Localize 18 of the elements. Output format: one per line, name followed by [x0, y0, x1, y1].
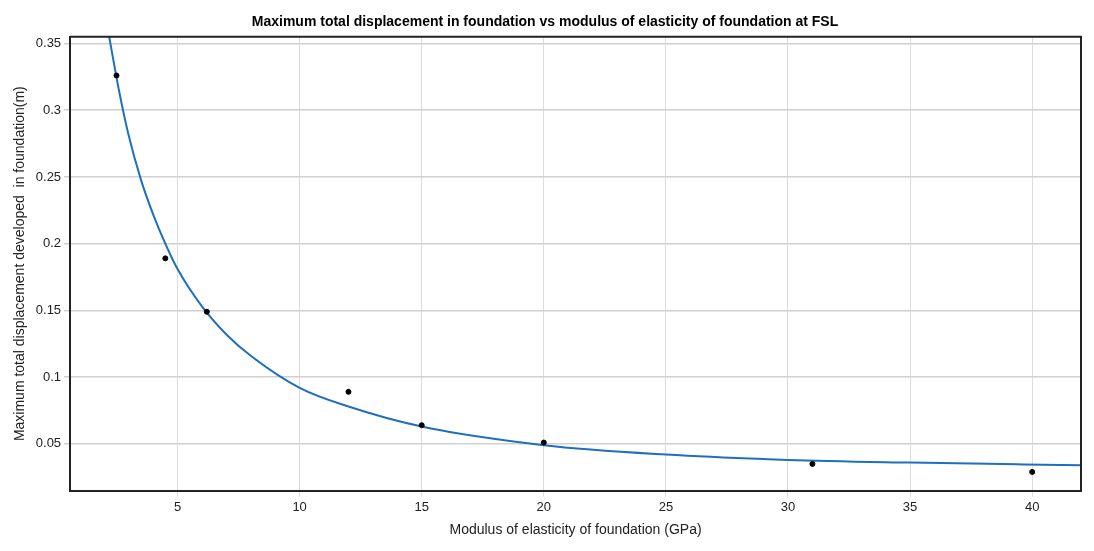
- y-tick-label: 0.35: [35, 35, 62, 51]
- x-tick-label: 35: [902, 498, 918, 514]
- y-tick-label: 0.25: [35, 168, 62, 184]
- y-tick-label: 0.3: [43, 101, 62, 117]
- x-tick-label: 25: [658, 498, 674, 514]
- x-tick-label: 30: [780, 498, 796, 514]
- y-tick-label: 0.2: [43, 235, 62, 251]
- chart-title: Maximum total displacement in foundation vs modulus of elasticity of foundation at FSL: [251, 13, 839, 30]
- x-tick-label: 15: [414, 498, 429, 514]
- y-tick-label: 0.15: [35, 301, 62, 317]
- y-tick-label: 0.1: [43, 368, 62, 384]
- x-tick-label: 40: [1024, 498, 1040, 514]
- x-tick-label: 5: [173, 498, 182, 514]
- y-axis-title: Maximum total displacement developed in foundation(m): [11, 86, 28, 442]
- x-tick-label: 10: [292, 498, 307, 514]
- y-tick-label: 0.05: [35, 435, 62, 451]
- x-tick-label: 20: [536, 498, 552, 514]
- x-axis-title: Modulus of elasticity of foundation (GPa): [449, 521, 702, 538]
